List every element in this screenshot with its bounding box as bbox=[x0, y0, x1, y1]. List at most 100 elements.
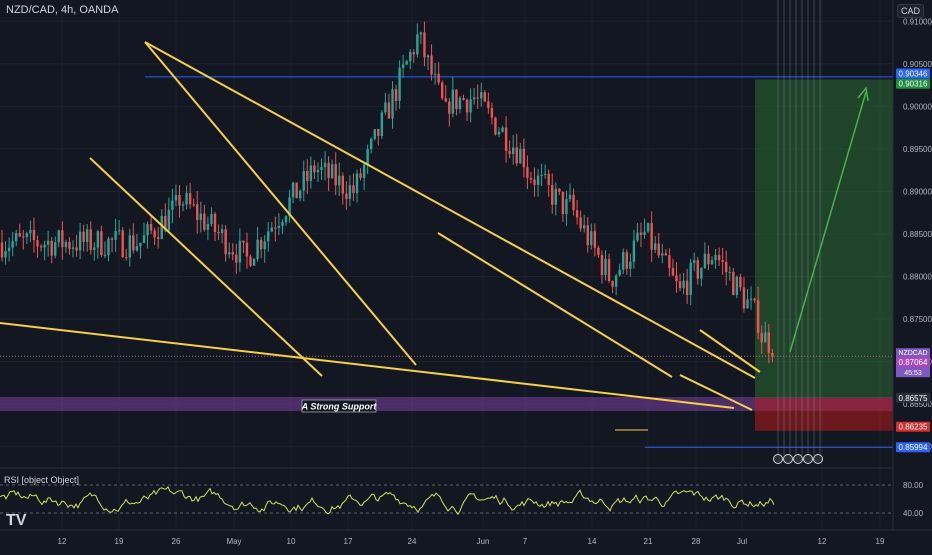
candle-body bbox=[263, 241, 266, 250]
candle-body bbox=[469, 99, 472, 113]
candle-body bbox=[380, 112, 384, 136]
target-zone bbox=[755, 79, 893, 398]
candle-body bbox=[561, 191, 565, 215]
candle-body bbox=[575, 210, 579, 218]
candle-body bbox=[330, 164, 334, 179]
price-tag-stop-bg bbox=[896, 421, 930, 432]
support-label-box bbox=[301, 399, 377, 413]
candle-body bbox=[313, 165, 316, 173]
price-tag-low-bg bbox=[896, 442, 930, 453]
candle-body bbox=[54, 242, 57, 256]
y-tick-label: 0.86500 bbox=[903, 400, 932, 409]
candle-body bbox=[345, 193, 348, 199]
candle-body bbox=[419, 32, 423, 35]
candle-body bbox=[377, 128, 380, 136]
candle-body bbox=[352, 185, 355, 194]
y-tick-label: 0.89000 bbox=[903, 187, 932, 196]
candle-body bbox=[196, 204, 199, 220]
candle-body bbox=[242, 240, 245, 243]
price-tag-entry: 0.86575 bbox=[899, 394, 928, 403]
candle-body bbox=[107, 238, 110, 256]
candle-body bbox=[654, 243, 657, 250]
candle-body bbox=[508, 150, 511, 154]
candle-body bbox=[274, 227, 277, 229]
x-tick-label: 14 bbox=[588, 537, 597, 546]
candle-body bbox=[682, 280, 685, 289]
candle-body bbox=[302, 170, 305, 191]
candle-body bbox=[78, 231, 82, 251]
support-label: A Strong Support bbox=[301, 402, 378, 412]
candle-body bbox=[625, 252, 628, 269]
x-tick-label: Jul bbox=[737, 537, 747, 546]
candle-body bbox=[43, 244, 46, 248]
candle-body bbox=[366, 149, 369, 165]
symbol-info[interactable]: NZD/CAD, 4h, OANDA bbox=[6, 4, 119, 16]
candle-body bbox=[760, 332, 763, 343]
price-tag-current: 0.87064 bbox=[899, 358, 928, 367]
x-tick-label: 28 bbox=[692, 537, 701, 546]
candle-body bbox=[57, 230, 60, 243]
x-tick-label: 12 bbox=[818, 537, 827, 546]
candle-body bbox=[583, 225, 586, 229]
candle-body bbox=[135, 246, 139, 251]
candle-body bbox=[675, 275, 678, 282]
y-tick-label: 0.88000 bbox=[903, 273, 932, 282]
candle-body bbox=[164, 215, 167, 231]
candle-body bbox=[412, 52, 415, 55]
candle-body bbox=[146, 224, 149, 236]
candle-body bbox=[735, 276, 739, 295]
candle-body bbox=[540, 174, 543, 176]
candle-body bbox=[437, 73, 440, 83]
candle-body bbox=[18, 233, 21, 237]
rsi-indicator-label[interactable]: RSI [object Object] bbox=[4, 475, 80, 485]
y-tick-label: 0.88500 bbox=[903, 230, 932, 239]
candle-body bbox=[370, 138, 373, 150]
candle-body bbox=[714, 254, 717, 261]
candle-body bbox=[543, 173, 547, 175]
x-tick-label: 24 bbox=[408, 537, 417, 546]
price-tag-resistance: 0.90346 bbox=[899, 70, 928, 79]
candle-body bbox=[153, 230, 156, 238]
candle-body bbox=[696, 260, 699, 279]
candle-body bbox=[256, 239, 259, 260]
candle-body bbox=[579, 217, 582, 229]
candle-body bbox=[646, 223, 650, 232]
currency-button[interactable]: CAD bbox=[896, 4, 924, 18]
y-tick-label: 0.89500 bbox=[903, 145, 932, 154]
candle-body bbox=[149, 224, 153, 231]
candle-body bbox=[483, 92, 486, 102]
candle-body bbox=[355, 173, 359, 194]
candle-body bbox=[409, 52, 412, 62]
candle-body bbox=[100, 231, 103, 256]
candle-body bbox=[323, 162, 327, 168]
rsi-line bbox=[0, 486, 775, 516]
candle-body bbox=[142, 235, 146, 243]
candle-body bbox=[373, 128, 376, 139]
trendline-flag-top bbox=[699, 329, 761, 373]
trendline-lower-wedge bbox=[0, 322, 735, 409]
candle-body bbox=[593, 231, 597, 248]
candle-body bbox=[306, 170, 309, 181]
price-tag-countdown: 45:53 bbox=[904, 370, 922, 377]
candle-body bbox=[739, 276, 742, 288]
candle-body bbox=[472, 97, 476, 100]
x-tick-label: 10 bbox=[287, 537, 296, 546]
candle-body bbox=[604, 258, 607, 276]
candle-body bbox=[405, 61, 408, 65]
candle-body bbox=[4, 251, 7, 258]
candle-body bbox=[11, 241, 14, 248]
candle-body bbox=[685, 280, 689, 295]
candle-body bbox=[157, 237, 160, 239]
candle-body bbox=[529, 178, 533, 180]
candle-body bbox=[632, 240, 636, 262]
candle-body bbox=[203, 213, 206, 230]
candle-body bbox=[0, 242, 4, 258]
economic-event-icon bbox=[813, 454, 823, 464]
candle-body bbox=[515, 147, 518, 164]
candle-body bbox=[465, 99, 469, 113]
candle-body bbox=[707, 253, 710, 265]
candle-body bbox=[533, 179, 536, 185]
candle-body bbox=[82, 231, 85, 243]
